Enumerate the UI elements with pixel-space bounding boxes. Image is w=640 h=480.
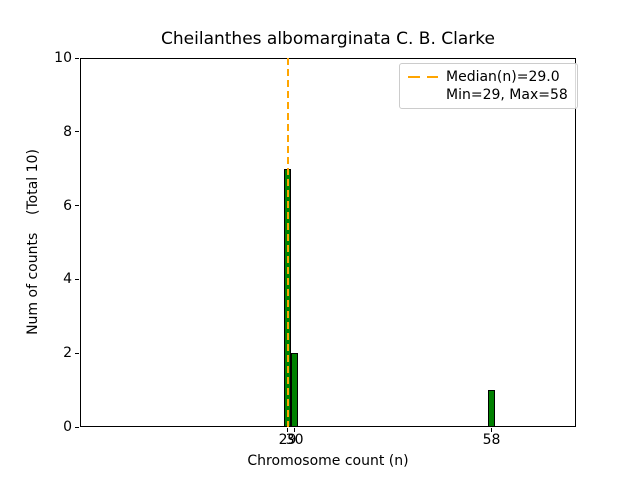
legend-entry-median: Median(n)=29.0 — [408, 68, 568, 86]
median-dashed-line-swatch — [408, 76, 438, 78]
x-tick-label: 30 — [285, 432, 304, 448]
bar-x58 — [488, 390, 496, 427]
legend-label-minmax: Min=29, Max=58 — [446, 87, 568, 103]
y-tick-label: 10 — [54, 50, 72, 66]
legend-entry-minmax: Min=29, Max=58 — [408, 86, 568, 104]
chart-title: Cheilanthes albomarginata C. B. Clarke — [161, 29, 495, 49]
y-axis-label: Num of counts (Total 10) — [25, 149, 41, 335]
y-tick-label: 6 — [63, 197, 72, 214]
y-tick — [75, 131, 79, 133]
legend: Median(n)=29.0 Min=29, Max=58 — [399, 63, 578, 109]
y-tick — [75, 205, 79, 207]
x-tick — [287, 428, 289, 432]
y-tick — [75, 426, 79, 428]
empty-legend-swatch — [408, 94, 438, 96]
y-tick — [75, 57, 79, 59]
y-tick-label: 0 — [63, 419, 72, 435]
x-axis-label: Chromosome count (n) — [247, 453, 409, 469]
x-tick — [491, 428, 493, 432]
x-tick-label: 29 — [278, 432, 297, 448]
y-tick-label: 8 — [63, 123, 72, 140]
x-tick — [294, 428, 296, 432]
plot-area — [80, 58, 576, 427]
y-tick-label: 2 — [63, 345, 72, 362]
y-tick-label: 4 — [63, 271, 72, 288]
y-tick — [75, 352, 79, 354]
bar-x30 — [291, 353, 299, 427]
y-tick — [75, 278, 79, 280]
x-tick-label: 58 — [482, 432, 501, 448]
median-line — [286, 58, 289, 427]
legend-label-median: Median(n)=29.0 — [446, 69, 560, 85]
